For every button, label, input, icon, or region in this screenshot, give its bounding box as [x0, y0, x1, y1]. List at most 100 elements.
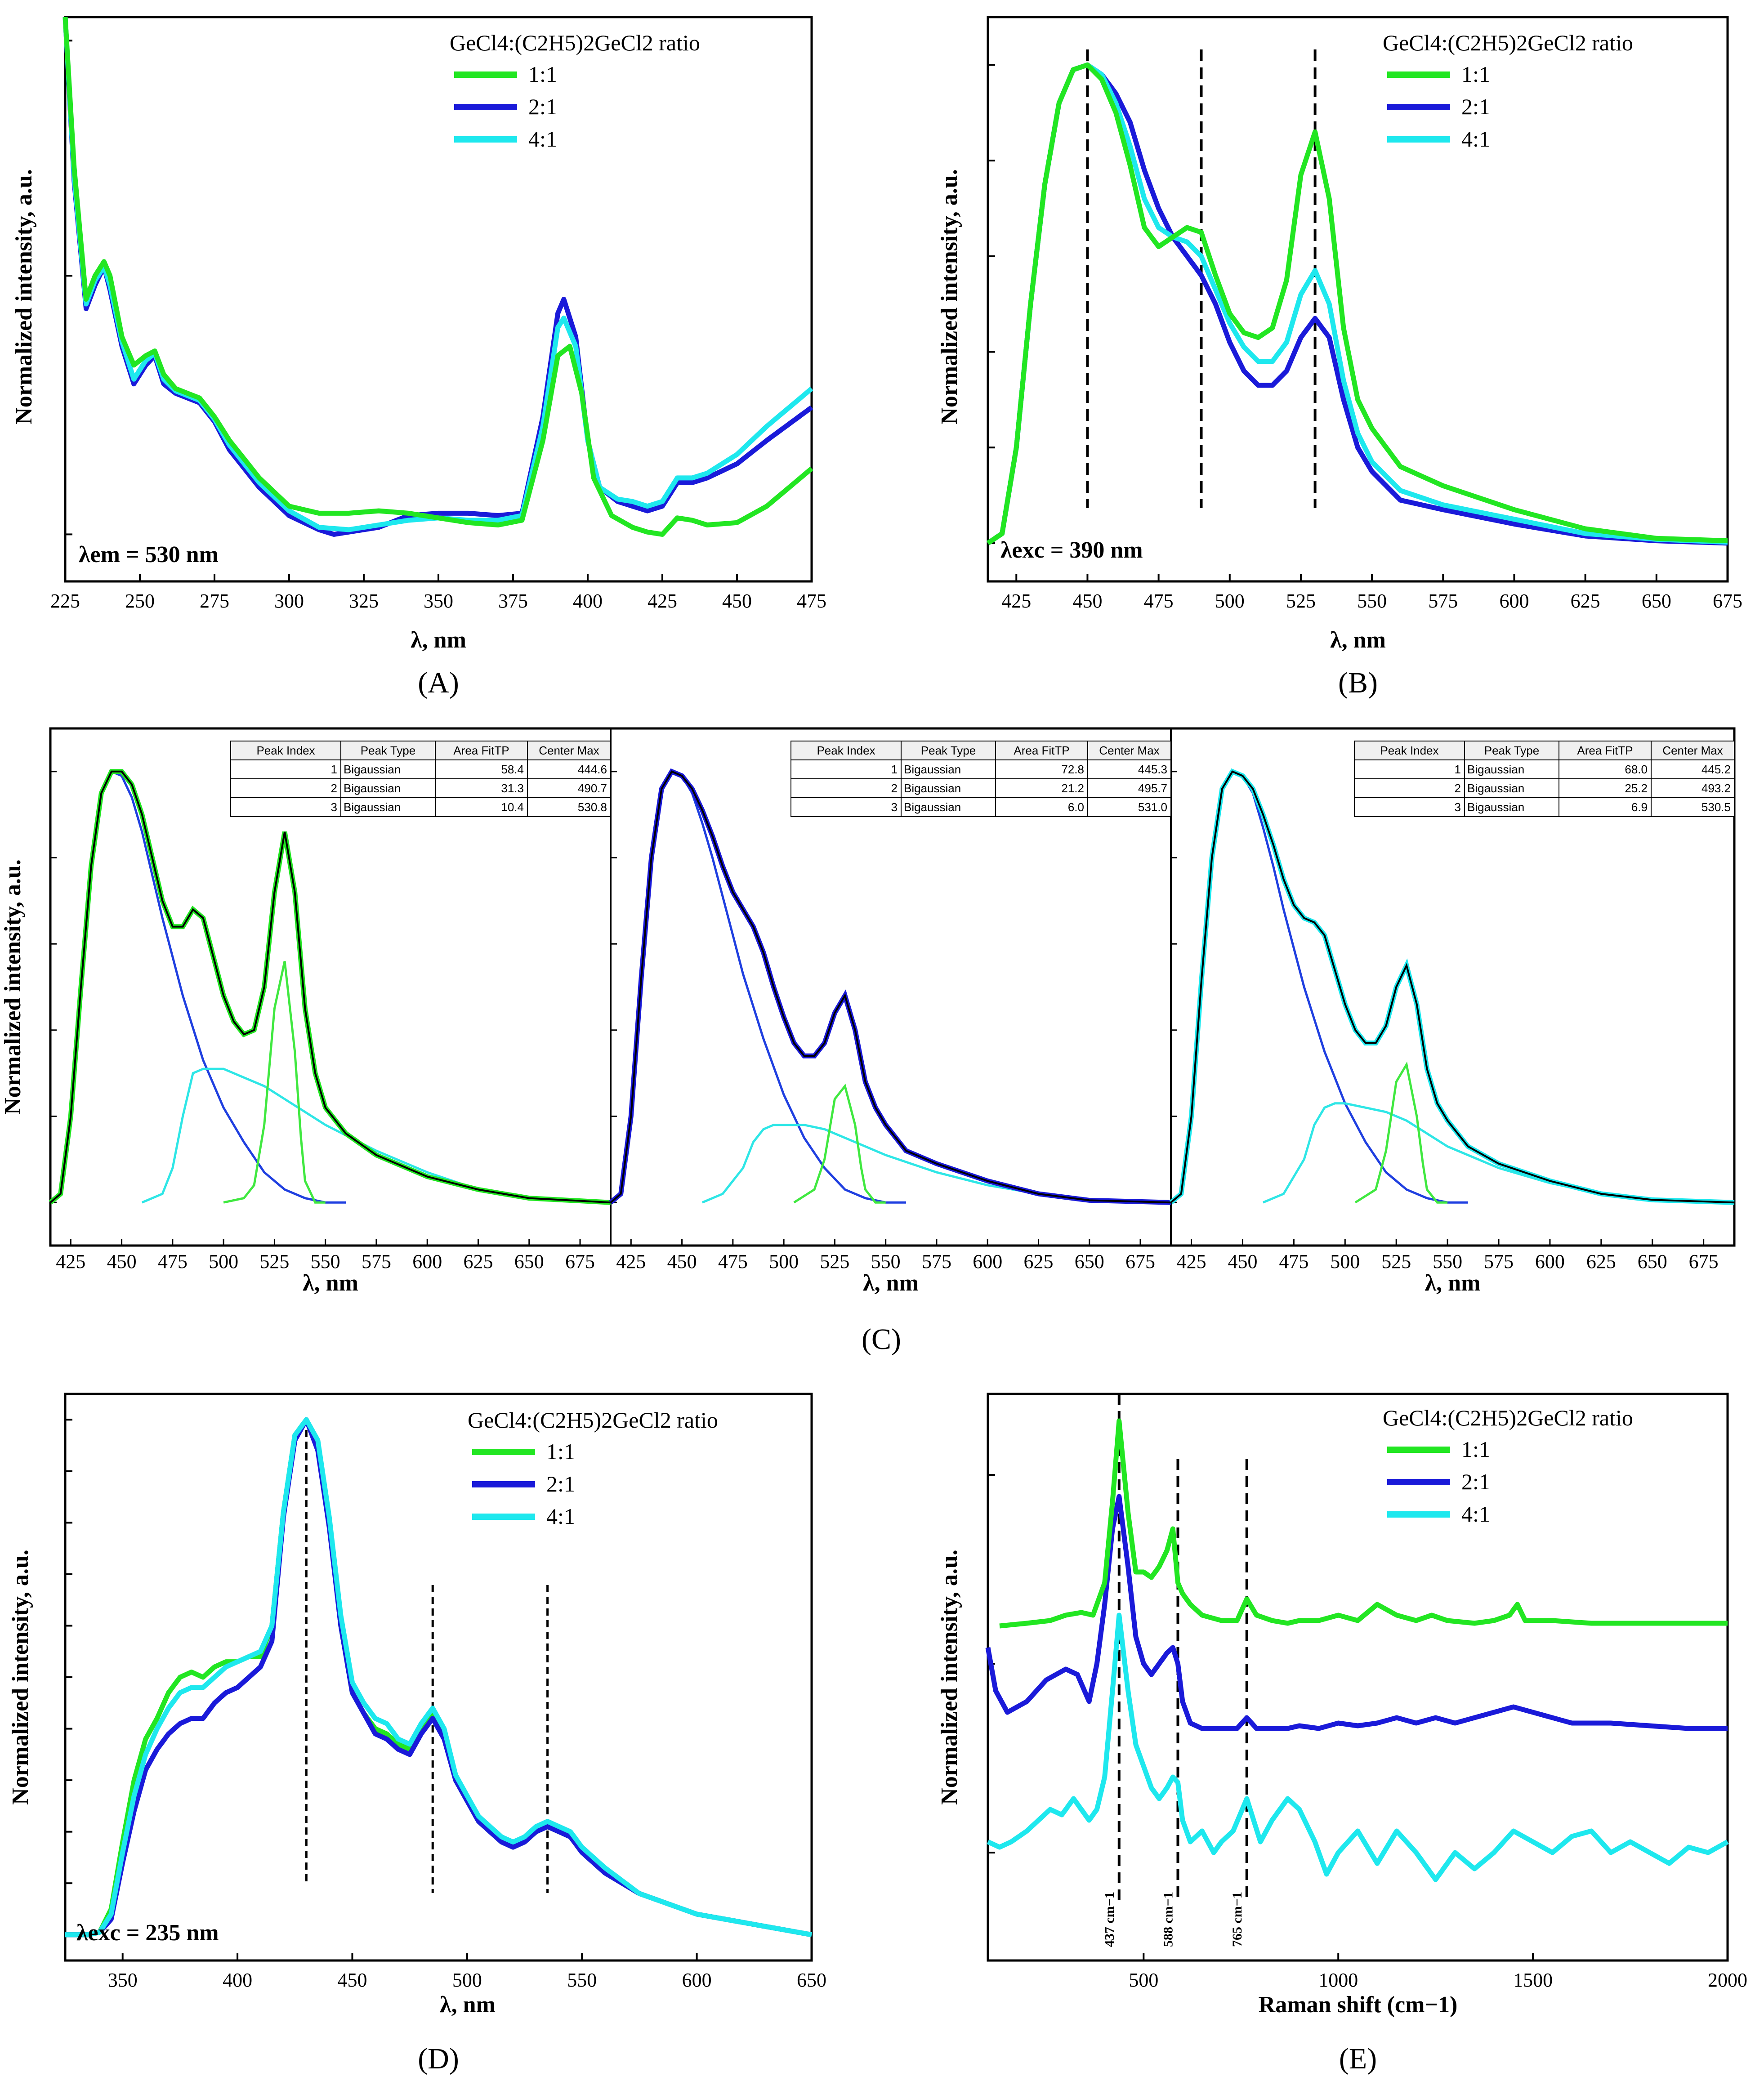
panel-a-legend-label-1: 2:1 — [528, 94, 557, 119]
panel-c-3-fit-peak3 — [1354, 1061, 1448, 1204]
panel-a-series-2-1 — [63, 17, 813, 537]
panel-c-3-xtick-label-475: 475 — [1279, 1250, 1308, 1273]
panel-e-legend-title: GeCl4:(C2H5)2GeCl2 ratio — [1383, 1405, 1633, 1430]
panel-c-1-table-cell-2-0: 3 — [331, 800, 337, 814]
panel-c-2-xtick-label-525: 525 — [820, 1250, 849, 1273]
panel-c-1-xlabel: λ, nm — [303, 1270, 358, 1296]
panel-a: 225 250 275 300 325 350 375 400 425 450 475 GeCl4:(… — [11, 16, 826, 699]
panel-c-frame — [49, 727, 1736, 1247]
panel-c-2-table-cell-2-1: Bigaussian — [904, 800, 961, 814]
panel-c: 425 450 475 500 525 550 575 600 625 650 675 λ, nm Pe… — [0, 727, 1736, 1356]
panel-a-xtick-label-425: 425 — [648, 590, 677, 612]
panel-c-3-table-header-3: Center Max — [1662, 744, 1723, 757]
panel-c-2-xtick-label-575: 575 — [922, 1250, 951, 1273]
panel-d-annotation: λexc = 235 nm — [76, 1920, 219, 1946]
panel-b-series-4-1 — [986, 62, 1728, 545]
panel-c-1-table-header-1: Peak Type — [361, 744, 415, 757]
panel-d-ylabel: Normalized intensity, a.u. — [8, 1550, 33, 1805]
panel-c-2-table-header-1: Peak Type — [921, 744, 976, 757]
panel-a-ylabel: Normalized intensity, a.u. — [11, 169, 37, 424]
panel-c-3-fit-table: Peak Index Peak Type Area FitTP Center Max 1… — [1354, 741, 1735, 817]
panel-a-xtick-label-400: 400 — [573, 590, 603, 612]
panel-a-xlabel: λ, nm — [411, 627, 466, 653]
panel-c-3-xtick-label-650: 650 — [1638, 1250, 1667, 1273]
panel-d-xtick-label-350: 350 — [108, 1969, 138, 1991]
panel-e-xtick-label-1000: 1000 — [1318, 1969, 1358, 1991]
panel-c-3-table-cell-0-0: 1 — [1455, 763, 1461, 776]
panel-d-series-1-1 — [65, 1417, 812, 1938]
panel-c-3-table-cell-2-1: Bigaussian — [1467, 800, 1524, 814]
panel-b-legend-title: GeCl4:(C2H5)2GeCl2 ratio — [1383, 30, 1633, 55]
panel-c-1-table-cell-0-2: 58.4 — [501, 763, 524, 776]
panel-c-2-table-cell-1-2: 21.2 — [1061, 782, 1084, 795]
panel-d-plot: 350 400 450 500 550 600 650 GeCl4:(C2H5)2GeCl2 … — [65, 1407, 826, 1991]
panel-d-xtick-label-650: 650 — [797, 1969, 826, 1991]
panel-b: 425 450 475 500 525 550 575 600 625 650 675 GeCl4:(… — [937, 16, 1742, 699]
panel-a-plot: 225 250 275 300 325 350 375 400 425 450 475 GeCl4:(… — [50, 17, 826, 612]
panel-b-xtick-label-625: 625 — [1571, 590, 1600, 612]
panel-c-3-xtick-label-525: 525 — [1381, 1250, 1411, 1273]
panel-d-xtick-label-400: 400 — [223, 1969, 252, 1991]
panel-c-2-table-cell-1-1: Bigaussian — [904, 782, 961, 795]
panel-a-legend-label-2: 4:1 — [528, 126, 557, 152]
panel-c-2-xtick-label-500: 500 — [769, 1250, 799, 1273]
panel-e-label: (E) — [1339, 2042, 1377, 2075]
panel-e-legend-label-1: 2:1 — [1461, 1469, 1490, 1494]
panel-c-1-xtick-label-600: 600 — [412, 1250, 442, 1273]
panel-c-2-table-cell-2-2: 6.0 — [1068, 800, 1084, 814]
panel-c-1-table-cell-0-0: 1 — [331, 763, 337, 776]
panel-e-legend-label-0: 1:1 — [1461, 1437, 1490, 1462]
panel-b-xtick-label-650: 650 — [1642, 590, 1671, 612]
panel-c-3-table-cell-0-1: Bigaussian — [1467, 763, 1524, 776]
panel-a-xtick-label-300: 300 — [274, 590, 304, 612]
panel-c-3-fit-peak2 — [1263, 1102, 1735, 1204]
panel-c-3-table-cell-2-3: 530.5 — [1701, 800, 1731, 814]
panel-b-ylabel: Normalized intensity, a.u. — [937, 169, 962, 424]
panel-c-1-table-cell-0-3: 444.6 — [578, 763, 607, 776]
panel-c-1-table-header-2: Area FitTP — [453, 744, 509, 757]
panel-c-2-table-cell-0-0: 1 — [891, 763, 898, 776]
panel-d-xtick-label-550: 550 — [567, 1969, 597, 1991]
panel-c-2-table-cell-0-3: 445.3 — [1138, 763, 1167, 776]
panel-a-legend-label-0: 1:1 — [528, 62, 557, 87]
panel-b-label: (B) — [1338, 666, 1378, 699]
panel-c-1-xtick-label-650: 650 — [514, 1250, 544, 1273]
panel-c-3-data — [1169, 768, 1735, 1205]
panel-c-1-xtick-label-525: 525 — [259, 1250, 289, 1273]
panel-b-legend-label-0: 1:1 — [1461, 62, 1490, 87]
panel-e-series-4-1 — [987, 1612, 1729, 1882]
panel-b-series-2-1 — [986, 62, 1728, 546]
panel-a-xtick-label-475: 475 — [797, 590, 826, 612]
panel-c-2-xtick-label-675: 675 — [1125, 1250, 1155, 1273]
panel-d-xtick-label-500: 500 — [452, 1969, 482, 1991]
panel-c-3-xtick-label-550: 550 — [1433, 1250, 1462, 1273]
panel-a-annotation: λem = 530 nm — [79, 542, 219, 567]
panel-b-frame — [987, 16, 1729, 583]
panel-c-1-table-cell-0-1: Bigaussian — [344, 763, 401, 776]
panel-c-1-table-cell-2-2: 10.4 — [501, 800, 524, 814]
panel-c-ylabel: Normalized intensity, a.u. — [0, 859, 26, 1115]
panel-c-1-xtick-label-675: 675 — [565, 1250, 595, 1273]
panel-a-xtick-label-275: 275 — [200, 590, 229, 612]
panel-c-3-table-cell-1-1: Bigaussian — [1467, 782, 1524, 795]
panel-c-1-xtick-label-500: 500 — [209, 1250, 238, 1273]
panel-c-1-table-body — [230, 759, 611, 817]
panel-a-xtick-label-225: 225 — [50, 590, 80, 612]
panel-c-1-xtick-label-475: 475 — [158, 1250, 188, 1273]
panel-e-xtick-label-2000: 2000 — [1708, 1969, 1747, 1991]
panel-c-2-xtick-label-425: 425 — [616, 1250, 646, 1273]
panel-b-xtick-label-450: 450 — [1072, 590, 1102, 612]
panel-c-2-table-cell-2-0: 3 — [891, 800, 898, 814]
panel-e-xlabel: Raman shift (cm−1) — [1259, 1992, 1458, 2018]
panel-c-1-xtick-label-550: 550 — [311, 1250, 340, 1273]
panel-c-2-fit-table: Peak Index Peak Type Area FitTP Center Max 1… — [790, 741, 1171, 817]
panel-c-2-xlabel: λ, nm — [863, 1270, 919, 1296]
panel-c-3-xtick-label-675: 675 — [1689, 1250, 1719, 1273]
panel-c-2-xtick-label-450: 450 — [667, 1250, 697, 1273]
panel-a-xtick-label-250: 250 — [125, 590, 155, 612]
panel-e-vline-label-437: 437 cm−1 — [1102, 1892, 1117, 1947]
panel-a-series-1-1 — [63, 17, 813, 537]
panel-a-label: (A) — [418, 666, 459, 699]
panel-b-plot: 425 450 475 500 525 550 575 600 625 650 675 GeCl4:(… — [986, 30, 1742, 612]
panel-c-1-xtick-label-450: 450 — [107, 1250, 137, 1273]
